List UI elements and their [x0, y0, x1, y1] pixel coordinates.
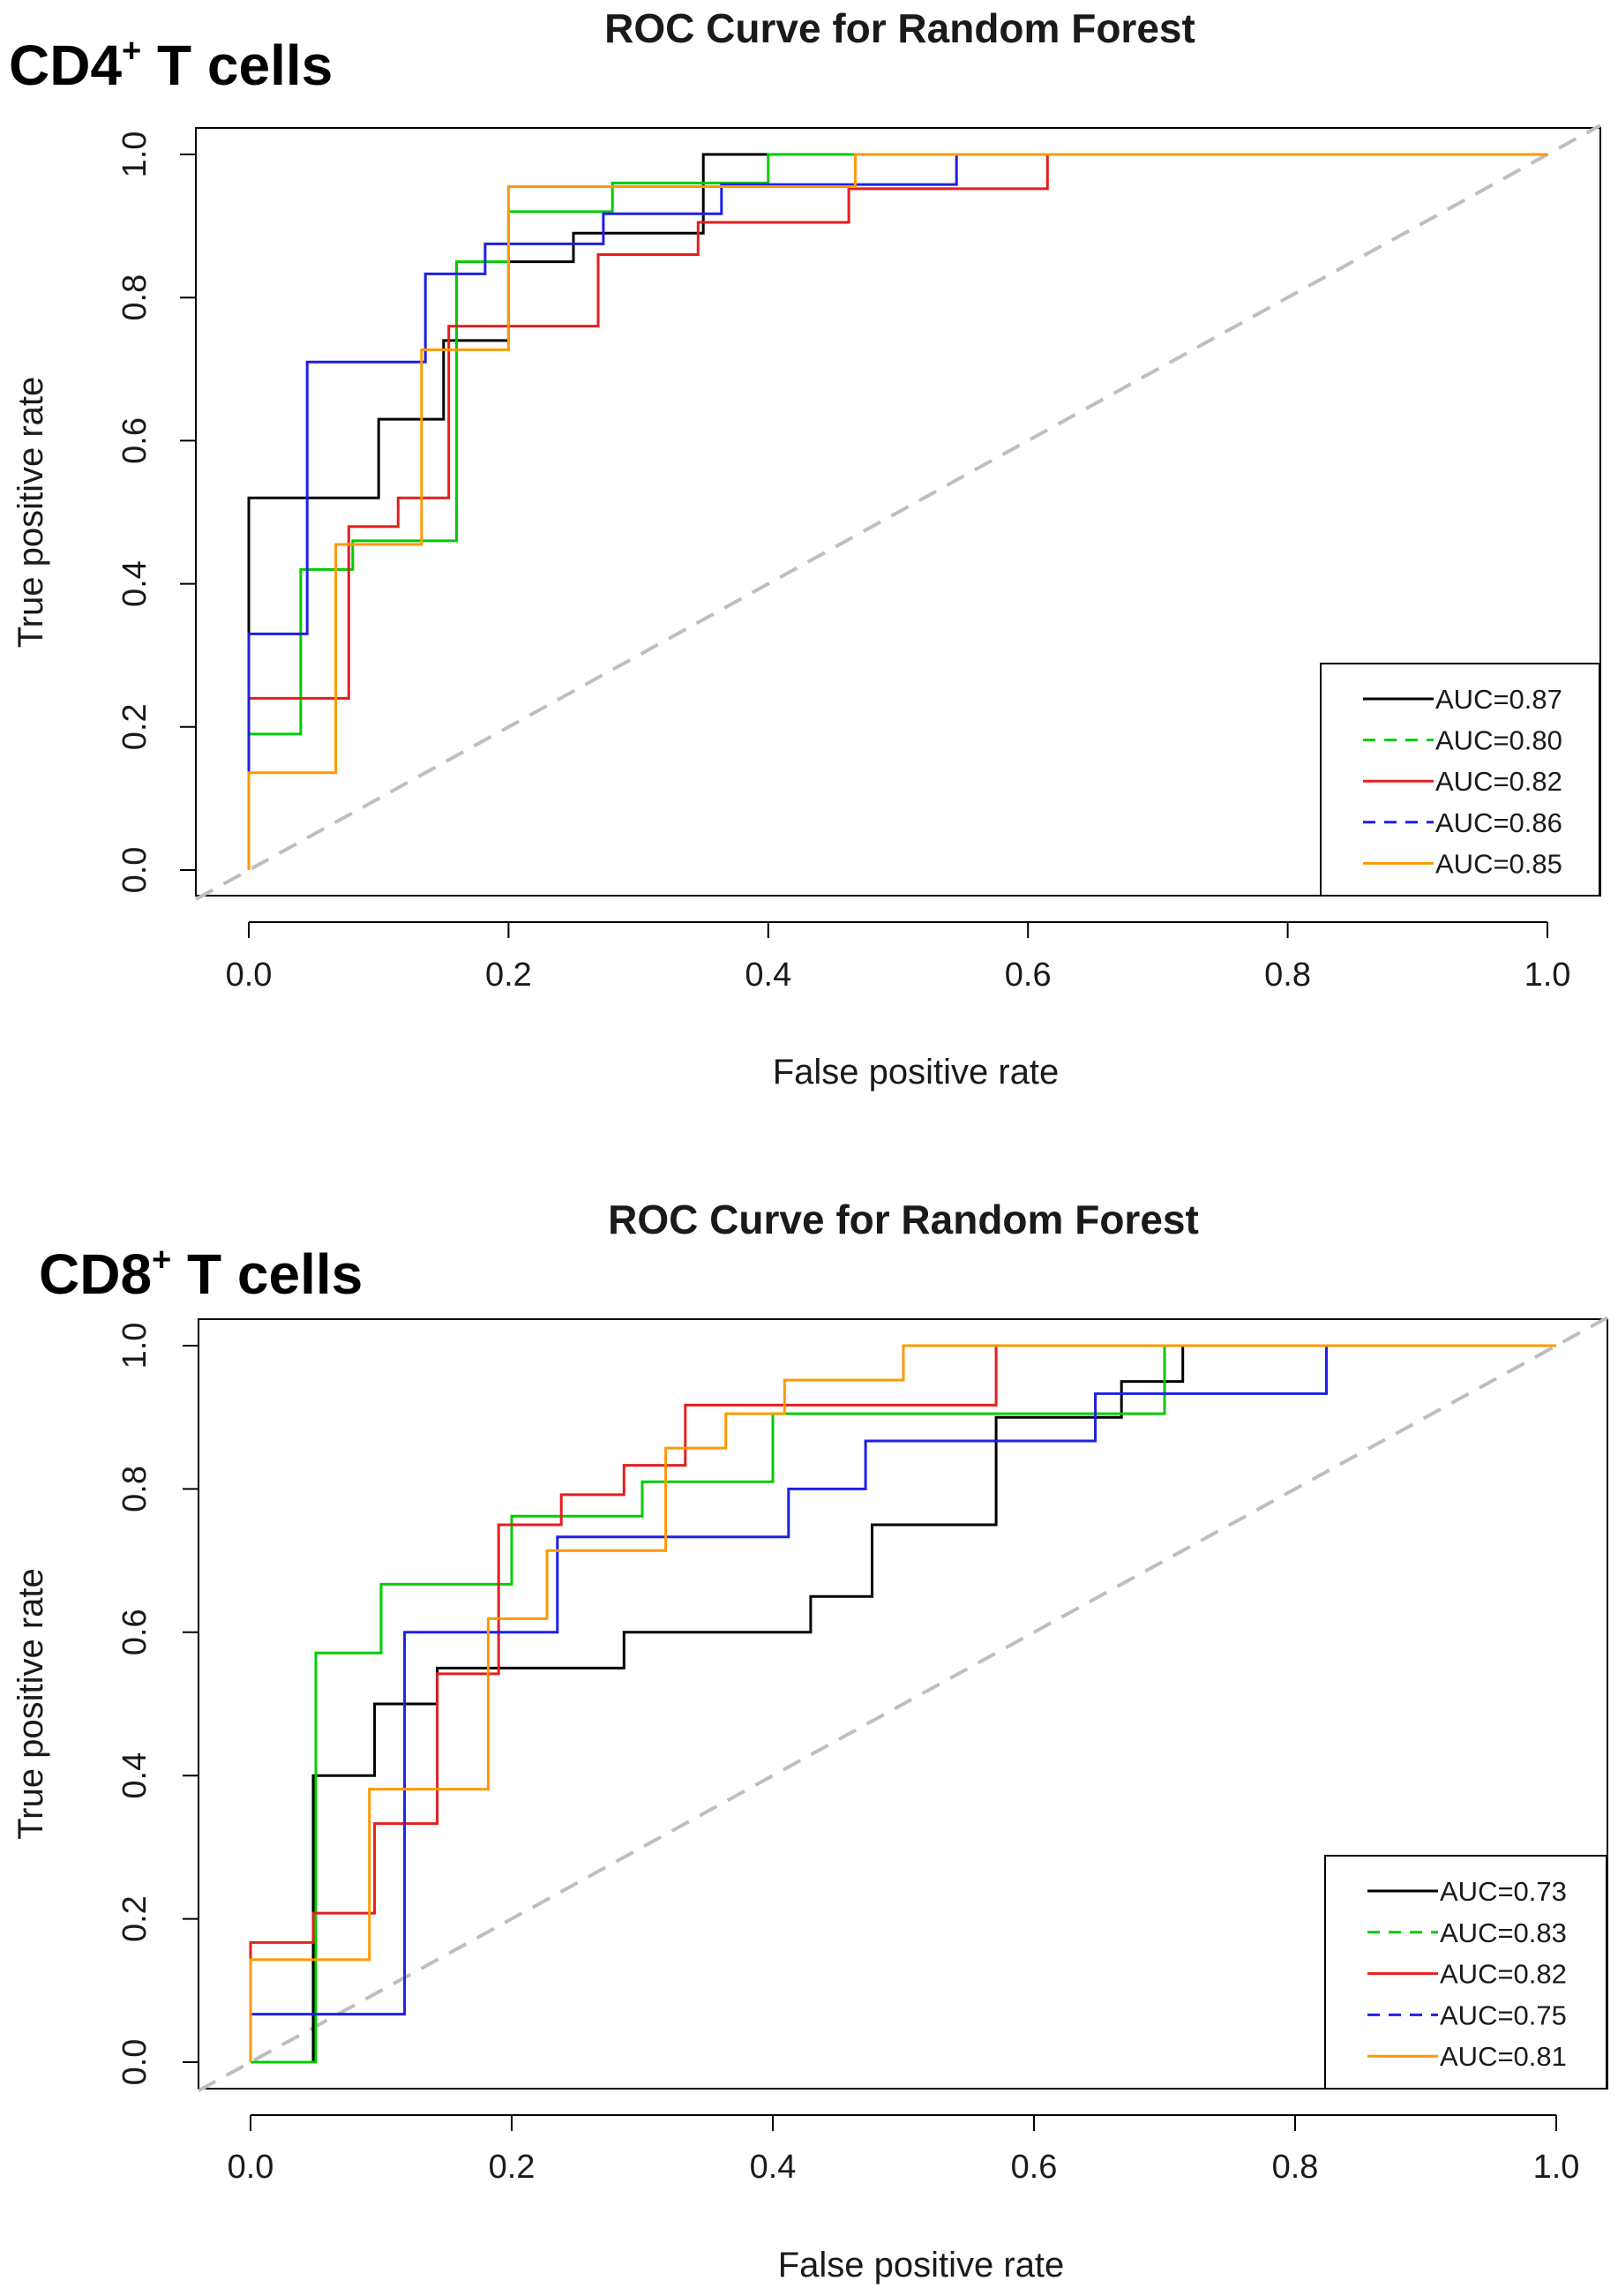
- roc-panel-1: ROC Curve for Random Forest CD4+ T cells 0…: [9, 5, 1601, 1092]
- x-tick-label: 0.2: [489, 2149, 536, 2186]
- legend-label-1: AUC=0.73: [1440, 1876, 1567, 1907]
- roc-curve-4: [247, 153, 1547, 870]
- x-axis-label: False positive rate: [778, 2246, 1065, 2285]
- panel-label-sup: +: [152, 1242, 171, 1279]
- legend-label-5: AUC=0.81: [1440, 2041, 1567, 2072]
- roc-curve-5: [247, 153, 1547, 870]
- panel-label-suffix: T cells: [141, 34, 333, 97]
- x-tick-label: 0.8: [1264, 957, 1311, 994]
- legend-box: [1320, 663, 1600, 897]
- diagonal-reference-line: [198, 1316, 1608, 2093]
- x-tick-label: 0.0: [226, 957, 273, 994]
- x-tick-label: 0.4: [750, 2149, 797, 2186]
- y-tick-label: 0.4: [116, 560, 154, 607]
- legend: AUC=0.87 AUC=0.80 AUC=0.82 AUC=0.86 AUC=0.85: [1320, 663, 1600, 897]
- y-axis-label: True positive rate: [11, 1568, 50, 1840]
- x-tick-label: 1.0: [1524, 957, 1571, 994]
- y-tick-label: 0.2: [116, 703, 154, 750]
- roc-curve-1: [251, 1344, 1556, 2064]
- y-tick-label: 0.6: [116, 1609, 154, 1655]
- legend-label-4: AUC=0.75: [1440, 2000, 1567, 2030]
- legend-label-3: AUC=0.82: [1435, 766, 1562, 797]
- y-tick-label: 0.2: [116, 1895, 154, 1942]
- y-tick-label: 0.8: [116, 1466, 154, 1512]
- legend-label-5: AUC=0.85: [1435, 848, 1562, 879]
- roc-curve-4: [249, 1344, 1556, 2062]
- x-tick-label: 0.6: [1005, 957, 1052, 994]
- roc-curve-3: [247, 153, 1547, 870]
- roc-curve-2: [251, 1344, 1556, 2064]
- x-tick-label: 1.0: [1533, 2149, 1580, 2186]
- roc-curve-2: [247, 153, 1547, 870]
- x-axis-label: False positive rate: [773, 1053, 1060, 1092]
- legend-label-1: AUC=0.87: [1435, 684, 1562, 715]
- x-tick-label: 0.0: [228, 2149, 274, 2186]
- x-tick-label: 0.2: [485, 957, 532, 994]
- legend-label-3: AUC=0.82: [1440, 1959, 1567, 1990]
- y-tick-label: 0.0: [116, 2039, 154, 2086]
- legend-box: [1324, 1855, 1607, 2090]
- x-tick-label: 0.6: [1011, 2149, 1058, 2186]
- diagonal-reference-line: [195, 124, 1601, 901]
- y-tick-label: 1.0: [116, 131, 154, 178]
- panel-label-main: CD8: [39, 1242, 152, 1306]
- x-tick-label: 0.4: [745, 957, 791, 994]
- roc-panel-2: ROC Curve for Random Forest CD8+ T cells 0…: [11, 1197, 1608, 2285]
- y-tick-label: 0.8: [116, 274, 154, 321]
- y-tick-label: 0.6: [116, 417, 154, 464]
- chart-title: ROC Curve for Random Forest: [604, 5, 1195, 51]
- x-tick-label: 0.8: [1272, 2149, 1319, 2186]
- legend-label-2: AUC=0.80: [1435, 725, 1562, 756]
- legend-label-2: AUC=0.83: [1440, 1917, 1567, 1948]
- panel-label-sup: +: [122, 33, 141, 70]
- y-axis-label: True positive rate: [11, 377, 50, 649]
- panel-label: CD8+ T cells: [39, 1242, 363, 1306]
- y-tick-label: 0.4: [116, 1752, 154, 1799]
- panel-label-suffix: T cells: [171, 1242, 363, 1306]
- legend: AUC=0.73 AUC=0.83 AUC=0.82 AUC=0.75 AUC=0.81: [1324, 1855, 1607, 2090]
- y-tick-label: 1.0: [116, 1323, 154, 1369]
- chart-title: ROC Curve for Random Forest: [608, 1197, 1199, 1242]
- y-tick-label: 0.0: [116, 847, 154, 894]
- panel-label: CD4+ T cells: [9, 33, 333, 97]
- roc-curve-5: [249, 1344, 1556, 2062]
- roc-curve-3: [249, 1344, 1556, 2062]
- panel-label-main: CD4: [9, 34, 122, 97]
- legend-label-4: AUC=0.86: [1435, 807, 1562, 838]
